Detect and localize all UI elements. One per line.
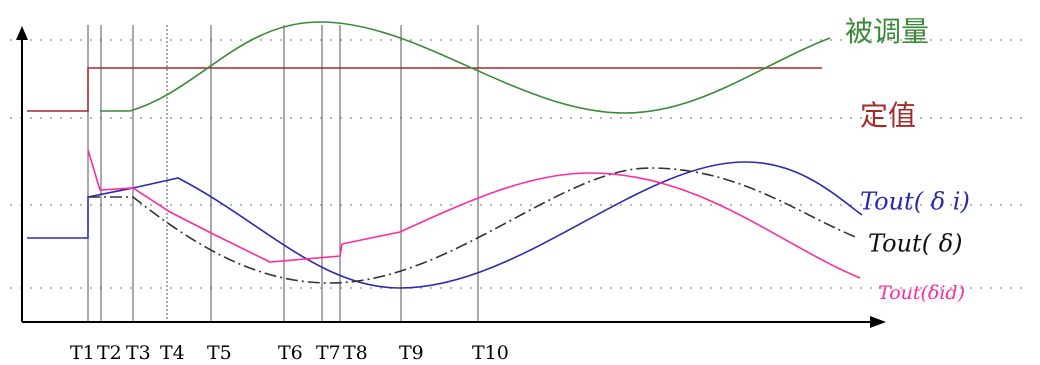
curve-label: Tout( δ) xyxy=(868,230,963,258)
time-label: T1 xyxy=(70,342,95,364)
time-labels: T1 T2 T3 T4 T5 T6 T7 T8 T9 T10 xyxy=(70,342,509,364)
curve-label: Tout( δ i) xyxy=(860,188,970,216)
time-label: T6 xyxy=(278,342,303,364)
time-label: T9 xyxy=(399,342,424,364)
y-axis-arrow xyxy=(16,26,28,40)
time-label: T4 xyxy=(160,342,185,364)
time-label: T10 xyxy=(472,342,509,364)
time-label: T2 xyxy=(97,342,122,364)
curve-label: 被调量 xyxy=(845,15,929,48)
out-delta-curve xyxy=(88,167,859,284)
setpoint-curve xyxy=(27,67,822,112)
axes xyxy=(16,26,886,328)
curve-label: 定值 xyxy=(860,99,916,132)
x-axis-arrow xyxy=(870,316,886,328)
time-label: T3 xyxy=(126,342,151,364)
time-label: T7 xyxy=(316,342,341,364)
out-delta-id-curve xyxy=(87,149,861,279)
dotted-guides xyxy=(10,39,1030,289)
out-delta-i-curve xyxy=(27,161,863,289)
time-label: T8 xyxy=(343,342,368,364)
time-label: T5 xyxy=(207,342,232,364)
curve-label: Tout(δid) xyxy=(878,282,965,304)
time-markers xyxy=(87,25,479,322)
controlled-variable-curve xyxy=(100,21,831,114)
